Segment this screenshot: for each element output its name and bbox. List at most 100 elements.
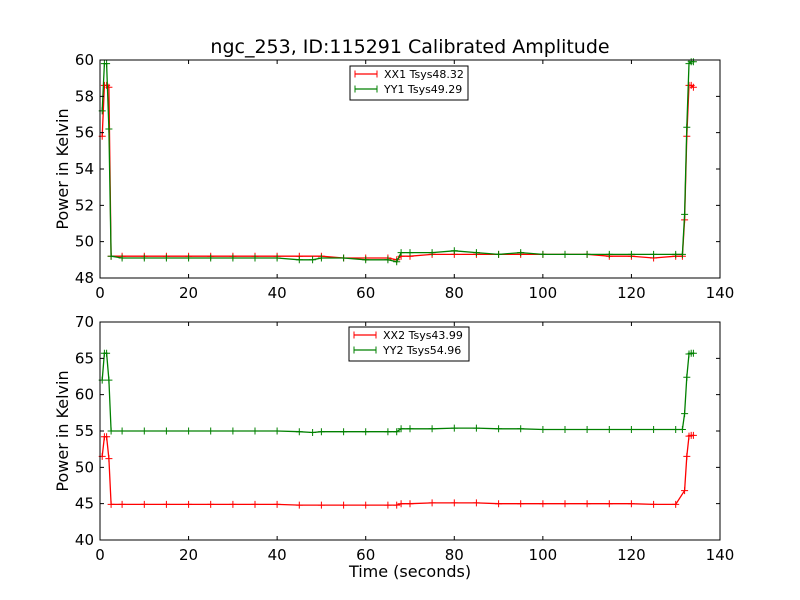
data-point-marker	[251, 500, 259, 508]
data-point-marker	[472, 499, 480, 507]
data-point-marker	[384, 501, 392, 509]
data-point-marker	[650, 500, 658, 508]
data-point-marker	[105, 125, 113, 133]
x-tick-label: 80	[445, 284, 464, 302]
data-point-marker	[207, 500, 215, 508]
y-tick-label: 70	[75, 313, 94, 331]
data-point-marker	[495, 250, 503, 258]
data-point-marker	[681, 487, 689, 495]
data-point-marker	[583, 426, 591, 433]
data-point-marker	[683, 452, 691, 460]
data-point-marker	[672, 426, 680, 433]
y-tick-label: 50	[75, 458, 94, 476]
data-point-marker	[683, 123, 691, 131]
y-tick-label: 65	[75, 349, 94, 367]
data-point-marker	[689, 58, 697, 66]
legend: XX1 Tsys48.32 YY1 Tsys49.29	[349, 65, 469, 101]
legend-box	[348, 326, 470, 362]
legend-box	[349, 65, 469, 101]
data-point-marker	[118, 500, 126, 508]
bottom-y-axis-label: Power in Kelvin	[53, 370, 72, 491]
data-point-marker	[362, 428, 370, 436]
data-point-marker	[185, 427, 193, 435]
data-point-marker	[384, 428, 392, 436]
data-point-marker	[650, 250, 658, 258]
data-point-marker	[384, 256, 392, 264]
y-tick-label: 56	[75, 124, 94, 142]
data-point-marker	[107, 500, 115, 508]
data-point-marker	[428, 499, 436, 507]
x-tick-label: 140	[706, 546, 735, 564]
data-point-marker	[406, 500, 414, 508]
data-point-marker	[273, 254, 281, 262]
data-point-marker	[672, 250, 680, 258]
data-point-marker	[672, 500, 680, 508]
x-tick-label: 100	[529, 546, 558, 564]
legend: XX2 Tsys43.99 YY2 Tsys54.96	[348, 326, 470, 362]
legend-label: YY2 Tsys54.96	[382, 344, 461, 357]
data-point-marker	[539, 250, 547, 258]
x-tick-label: 40	[268, 546, 287, 564]
data-point-marker	[393, 258, 401, 266]
series-line-1	[101, 84, 694, 261]
data-point-marker	[406, 249, 414, 257]
data-point-marker	[229, 254, 237, 262]
data-point-marker	[362, 501, 370, 509]
y-tick-label: 45	[75, 495, 94, 513]
data-point-marker	[107, 252, 115, 260]
data-point-marker	[103, 60, 111, 68]
data-point-marker	[162, 427, 170, 435]
data-point-marker	[207, 427, 215, 435]
data-point-marker	[681, 410, 689, 418]
legend-label: XX2 Tsys43.99	[383, 329, 463, 342]
top-panel: 0 20 40 60 80 100 120 140 48 50 52 54 56 58 60 XX1 Tsys…	[75, 51, 734, 302]
data-point-marker	[207, 254, 215, 262]
data-point-marker	[185, 500, 193, 508]
data-point-marker	[678, 426, 686, 433]
x-tick-label: 40	[268, 284, 287, 302]
data-point-marker	[539, 426, 547, 433]
x-tick-label: 60	[356, 284, 375, 302]
data-point-marker	[678, 250, 686, 258]
data-point-marker	[140, 254, 148, 262]
y-tick-label: 50	[75, 233, 94, 251]
data-point-marker	[681, 210, 689, 218]
y-tick-label: 58	[75, 87, 94, 105]
data-point-marker	[118, 427, 126, 435]
data-point-marker	[583, 500, 591, 508]
data-point-marker	[295, 501, 303, 509]
data-point-marker	[273, 427, 281, 435]
data-point-marker	[393, 501, 401, 509]
data-point-marker	[450, 247, 458, 255]
legend-swatch-marker	[353, 331, 377, 339]
data-point-marker	[107, 427, 115, 435]
series-line-2	[101, 352, 694, 434]
y-tick-label: 60	[75, 51, 94, 69]
data-point-marker	[517, 249, 525, 257]
data-point-marker	[539, 500, 547, 508]
data-point-marker	[583, 250, 591, 258]
x-axis-label: Time (seconds)	[348, 562, 471, 581]
data-point-marker	[689, 431, 697, 439]
legend-label: XX1 Tsys48.32	[384, 68, 464, 81]
x-tick-label: 60	[356, 546, 375, 564]
data-point-marker	[450, 424, 458, 432]
data-point-marker	[105, 455, 113, 463]
x-tick-label: 120	[617, 284, 646, 302]
data-point-marker	[605, 500, 613, 508]
legend-swatch-marker	[354, 70, 378, 78]
data-point-marker	[340, 254, 348, 262]
data-point-marker	[561, 426, 569, 433]
data-point-marker	[340, 501, 348, 509]
data-point-marker	[295, 428, 303, 436]
data-point-marker	[495, 500, 503, 508]
data-point-marker	[185, 254, 193, 262]
data-point-marker	[495, 425, 503, 433]
y-tick-label: 48	[75, 269, 94, 287]
data-point-marker	[118, 254, 126, 262]
x-tick-label: 100	[529, 284, 558, 302]
data-point-marker	[309, 256, 317, 264]
data-point-marker	[517, 425, 525, 433]
data-point-marker	[105, 83, 113, 91]
data-point-marker	[393, 428, 401, 436]
